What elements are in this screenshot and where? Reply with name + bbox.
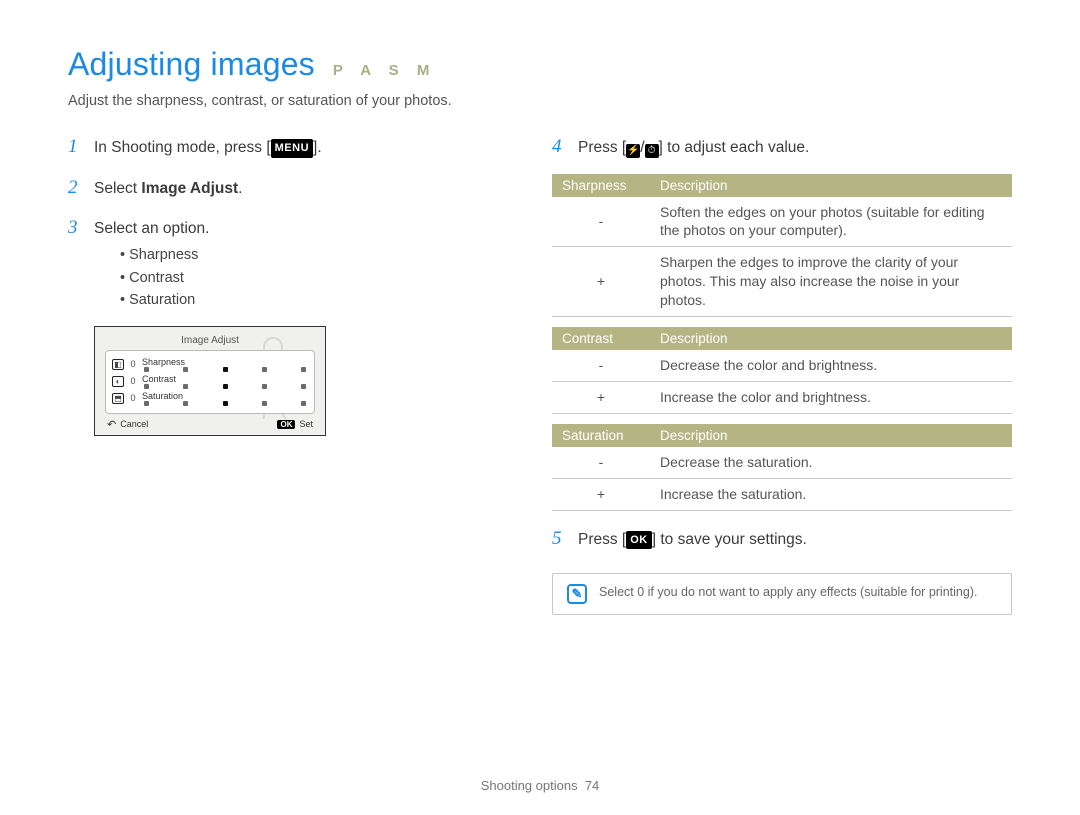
table-row: -Decrease the saturation. xyxy=(552,447,1012,478)
table-row: -Soften the edges on your photos (suitab… xyxy=(552,197,1012,247)
step-body: Select an option. Sharpness Contrast Sat… xyxy=(94,217,498,312)
content-columns: 1 In Shooting mode, press [MENU]. 2 Sele… xyxy=(68,133,1012,615)
table-key: + xyxy=(552,381,650,413)
table-row: +Sharpen the edges to improve the clarit… xyxy=(552,247,1012,317)
lcd-cancel: ↶ Cancel xyxy=(107,418,148,431)
tables-host: SharpnessDescription-Soften the edges on… xyxy=(552,174,1012,511)
mode-indicators: P A S M xyxy=(333,62,436,79)
lcd-row-value: 0 xyxy=(129,359,137,369)
lcd-row: ⬒ 0 Saturation xyxy=(112,391,308,406)
description-table: SaturationDescription-Decrease the satur… xyxy=(552,424,1012,511)
lcd-row: ◐ 0 Contrast xyxy=(112,374,308,389)
bullet-sharpness: Sharpness xyxy=(120,244,498,266)
lcd-row-label: Sharpness xyxy=(142,357,308,367)
step-5: 5 Press [OK] to save your settings. xyxy=(552,525,1012,554)
lcd-row-label: Contrast xyxy=(142,374,308,384)
table-row: +Increase the color and brightness. xyxy=(552,381,1012,413)
table-key: + xyxy=(552,478,650,510)
table-head-key: Sharpness xyxy=(552,174,650,197)
step-body: Press [⚡/⏱] to adjust each value. xyxy=(578,136,1012,159)
note-box: ✎ Select 0 if you do not want to apply a… xyxy=(552,573,1012,615)
step-4: 4 Press [⚡/⏱] to adjust each value. xyxy=(552,133,1012,162)
table-head-desc: Description xyxy=(650,327,1012,350)
lcd-row-bar xyxy=(142,367,308,372)
right-column: 4 Press [⚡/⏱] to adjust each value. Shar… xyxy=(552,133,1012,615)
step3-bullets: Sharpness Contrast Saturation xyxy=(120,244,498,311)
lcd-row-value: 0 xyxy=(129,376,137,386)
step5-pre: Press [ xyxy=(578,531,626,548)
left-column: 1 In Shooting mode, press [MENU]. 2 Sele… xyxy=(68,133,498,615)
lcd-preview: Image Adjust ◧ 0 Sharpness ◐ 0 Contrast … xyxy=(94,326,326,436)
note-text: Select 0 if you do not want to apply any… xyxy=(599,584,977,602)
table-value: Increase the color and brightness. xyxy=(650,381,1012,413)
step-number: 5 xyxy=(552,525,568,554)
step-number: 1 xyxy=(68,133,84,162)
flash-icon: ⚡ xyxy=(626,144,640,158)
description-table: ContrastDescription-Decrease the color a… xyxy=(552,327,1012,414)
header-row: Adjusting images P A S M xyxy=(68,46,1012,83)
table-value: Decrease the color and brightness. xyxy=(650,350,1012,381)
table-value: Soften the edges on your photos (suitabl… xyxy=(650,197,1012,247)
step1-pre: In Shooting mode, press [ xyxy=(94,139,271,156)
step4-pre: Press [ xyxy=(578,139,626,156)
description-table: SharpnessDescription-Soften the edges on… xyxy=(552,174,1012,317)
table-head-key: Saturation xyxy=(552,424,650,447)
lcd-panel: ◧ 0 Sharpness ◐ 0 Contrast ⬒ 0 Saturatio… xyxy=(105,350,315,414)
step2-pre: Select xyxy=(94,180,141,197)
table-head-desc: Description xyxy=(650,424,1012,447)
lcd-row-icon: ⬒ xyxy=(112,393,124,404)
step3-text: Select an option. xyxy=(94,220,209,237)
menu-button-icon: MENU xyxy=(271,139,313,158)
step-number: 4 xyxy=(552,133,568,162)
lcd-rows: ◧ 0 Sharpness ◐ 0 Contrast ⬒ 0 Saturatio… xyxy=(112,357,308,406)
table-value: Increase the saturation. xyxy=(650,478,1012,510)
footer-section: Shooting options xyxy=(481,778,578,793)
step4-post: ] to adjust each value. xyxy=(659,139,810,156)
note-icon: ✎ xyxy=(567,584,587,604)
step-body: Press [OK] to save your settings. xyxy=(578,528,1012,551)
cancel-label: Cancel xyxy=(120,419,148,429)
step-1: 1 In Shooting mode, press [MENU]. xyxy=(68,133,498,162)
bullet-saturation: Saturation xyxy=(120,289,498,311)
lcd-row: ◧ 0 Sharpness xyxy=(112,357,308,372)
table-key: + xyxy=(552,247,650,317)
lcd-row-bar xyxy=(142,384,308,389)
step2-bold: Image Adjust xyxy=(141,180,238,197)
lcd-row-value: 0 xyxy=(129,393,137,403)
step1-post: ]. xyxy=(313,139,322,156)
table-head-desc: Description xyxy=(650,174,1012,197)
table-key: - xyxy=(552,197,650,247)
step-body: Select Image Adjust. xyxy=(94,177,498,200)
back-arrow-icon: ↶ xyxy=(107,418,116,431)
page-footer: Shooting options 74 xyxy=(0,778,1080,793)
table-row: +Increase the saturation. xyxy=(552,478,1012,510)
table-row: -Decrease the color and brightness. xyxy=(552,350,1012,381)
step4-mid: / xyxy=(640,139,644,156)
step5-post: ] to save your settings. xyxy=(652,531,807,548)
lcd-row-label: Saturation xyxy=(142,391,308,401)
step-body: In Shooting mode, press [MENU]. xyxy=(94,136,498,159)
ok-button-icon: OK xyxy=(626,531,652,550)
timer-icon: ⏱ xyxy=(645,144,659,158)
step-3: 3 Select an option. Sharpness Contrast S… xyxy=(68,214,498,312)
lcd-row-icon: ◧ xyxy=(112,359,124,370)
table-key: - xyxy=(552,447,650,478)
step2-post: . xyxy=(238,180,242,197)
page-title: Adjusting images xyxy=(68,46,315,83)
page-subtitle: Adjust the sharpness, contrast, or satur… xyxy=(68,93,1012,109)
bullet-contrast: Contrast xyxy=(120,267,498,289)
lcd-row-bar xyxy=(142,401,308,406)
step-number: 3 xyxy=(68,214,84,243)
table-key: - xyxy=(552,350,650,381)
footer-page: 74 xyxy=(585,778,599,793)
lcd-row-icon: ◐ xyxy=(112,376,124,387)
step-2: 2 Select Image Adjust. xyxy=(68,174,498,203)
table-value: Sharpen the edges to improve the clarity… xyxy=(650,247,1012,317)
table-value: Decrease the saturation. xyxy=(650,447,1012,478)
step-number: 2 xyxy=(68,174,84,203)
table-head-key: Contrast xyxy=(552,327,650,350)
lcd-title: Image Adjust xyxy=(105,335,315,346)
